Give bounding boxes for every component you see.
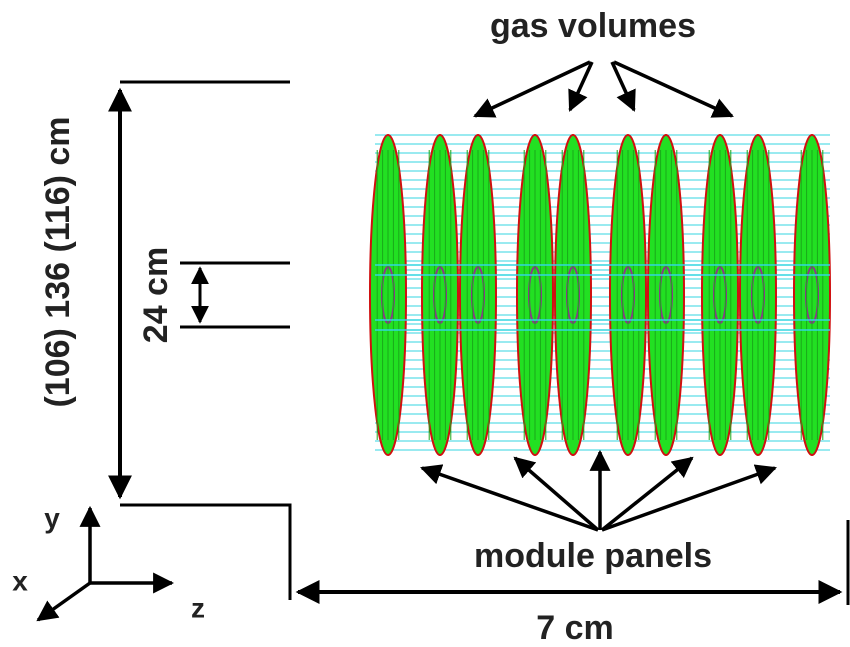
arrow: [602, 458, 692, 530]
axis-label: x: [12, 565, 28, 596]
height-label: (106) 136 (116) cm: [39, 116, 77, 407]
arrow: [515, 458, 598, 530]
gas-volumes-label: gas volumes: [490, 7, 696, 45]
x-axis: [38, 583, 90, 620]
length-label: 7 cm: [536, 609, 614, 647]
detector: [370, 135, 830, 455]
arrow: [602, 468, 775, 530]
gas-arrows: [475, 62, 732, 116]
panel-arrows: [422, 452, 775, 530]
inner-height-label: 24 cm: [137, 247, 175, 343]
arrow: [422, 468, 598, 530]
diagram: gas volumes module panels 7 cm (106) 136…: [0, 0, 850, 647]
axis-label: z: [191, 592, 205, 623]
module-panels-label: module panels: [474, 537, 712, 575]
axis-label: y: [44, 502, 60, 533]
bottom-line: [120, 505, 290, 600]
